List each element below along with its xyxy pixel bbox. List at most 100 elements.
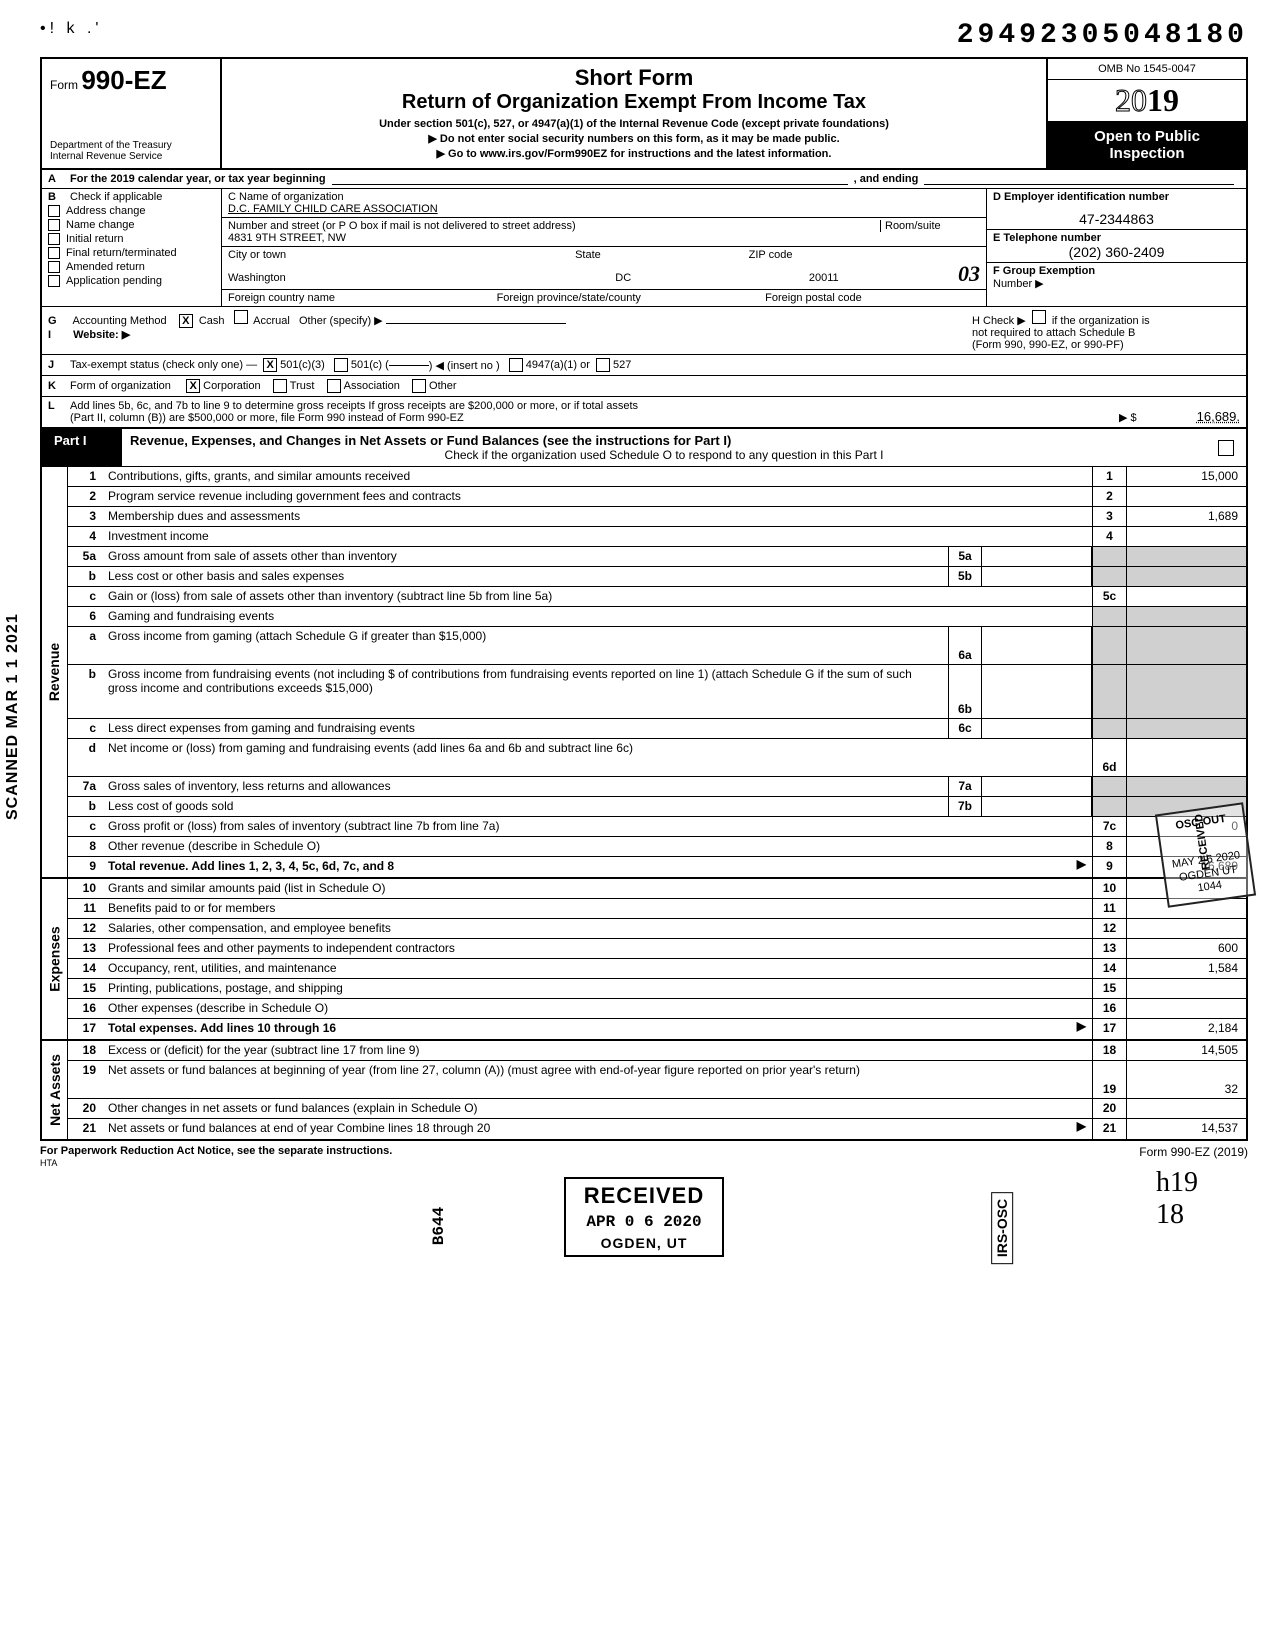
accrual-label: Accrual — [253, 315, 290, 327]
checkbox-other[interactable] — [412, 379, 426, 393]
h-text-3: (Form 990, 990-EZ, or 990-PF) — [972, 339, 1124, 351]
line-20: 20Other changes in net assets or fund ba… — [68, 1099, 1246, 1119]
checkbox-h[interactable] — [1032, 310, 1046, 324]
chk-initial-return[interactable]: Initial return — [48, 233, 215, 245]
chk-application-pending[interactable]: Application pending — [48, 275, 215, 287]
checkbox-527[interactable] — [596, 358, 610, 372]
chk-address-change[interactable]: Address change — [48, 205, 215, 217]
row-city: City or townStateZIP code WashingtonDC20… — [222, 247, 986, 290]
street-label: Number and street (or P O box if mail is… — [228, 220, 880, 232]
chk-final-return[interactable]: Final return/terminated — [48, 247, 215, 259]
line-6c: cLess direct expenses from gaming and fu… — [68, 719, 1246, 739]
received-stamp: RECEIVED APR 0 6 2020 OGDEN, UT — [564, 1177, 724, 1257]
line-4: 4Investment income4 — [68, 527, 1246, 547]
k-text: Form of organization — [70, 380, 171, 392]
line-6: 6Gaming and fundraising events — [68, 607, 1246, 627]
checkbox-501c3[interactable]: X — [263, 358, 277, 372]
line-3: 3Membership dues and assessments31,689 — [68, 507, 1246, 527]
b-right-col: D Employer identification number 47-2344… — [986, 189, 1246, 306]
hta: HTA — [40, 1158, 57, 1168]
line-8: 8Other revenue (describe in Schedule O)8 — [68, 837, 1246, 857]
l-text-1: Add lines 5b, 6c, and 7b to line 9 to de… — [70, 400, 638, 412]
year-suffix: 19 — [1147, 82, 1179, 118]
net-assets-section: Net Assets 18Excess or (deficit) for the… — [40, 1041, 1248, 1141]
l-arrow: ▶ $ — [1109, 411, 1197, 424]
row-l: L Add lines 5b, 6c, and 7b to line 9 to … — [40, 397, 1248, 429]
city-label: City or town — [228, 249, 575, 261]
chk-name-change[interactable]: Name change — [48, 219, 215, 231]
row-org-name: C Name of organization D.C. FAMILY CHILD… — [222, 189, 986, 218]
form-ref: Form 990-EZ (2019) — [1139, 1145, 1248, 1169]
header-middle: Short Form Return of Organization Exempt… — [222, 59, 1046, 168]
part-1-checkbox[interactable] — [1218, 440, 1234, 456]
checkbox-icon — [48, 247, 60, 259]
scanned-stamp: SCANNED MAR 1 1 2021 — [4, 613, 22, 820]
part-1-header: Part I Revenue, Expenses, and Changes in… — [40, 429, 1248, 467]
h-text-2: not required to attach Schedule B — [972, 327, 1135, 339]
checkbox-icon — [48, 219, 60, 231]
line-19: 19Net assets or fund balances at beginni… — [68, 1061, 1246, 1099]
received-date: APR 0 6 2020 — [584, 1213, 704, 1231]
line-2: 2Program service revenue including gover… — [68, 487, 1246, 507]
line-13: 13Professional fees and other payments t… — [68, 939, 1246, 959]
section-b: BCheck if applicable Address change Name… — [40, 189, 1248, 307]
expenses-lines: 10Grants and similar amounts paid (list … — [68, 879, 1246, 1039]
checkbox-501c[interactable] — [334, 358, 348, 372]
subtitle-3: ▶ Go to www.irs.gov/Form990EZ for instru… — [230, 147, 1038, 160]
subtitle-2: ▶ Do not enter social security numbers o… — [230, 132, 1038, 145]
checkbox-trust[interactable] — [273, 379, 287, 393]
chk-label: Application pending — [66, 275, 162, 287]
j-text: Tax-exempt status (check only one) — — [70, 359, 257, 371]
b-org-info: C Name of organization D.C. FAMILY CHILD… — [222, 189, 986, 306]
footer: For Paperwork Reduction Act Notice, see … — [40, 1145, 1248, 1169]
checkbox-4947[interactable] — [509, 358, 523, 372]
checkbox-assoc[interactable] — [327, 379, 341, 393]
insert-no-label: ) ◀ (insert no ) — [429, 359, 500, 372]
revenue-lines: 1Contributions, gifts, grants, and simil… — [68, 467, 1246, 877]
expenses-side-label: Expenses — [42, 879, 68, 1039]
hand-signature: h19 18 — [1156, 1167, 1198, 1231]
line-6b: bGross income from fundraising events (n… — [68, 665, 1246, 719]
501c-label: 501(c) ( — [351, 359, 389, 371]
b644-stamp: B644 — [430, 1207, 448, 1245]
foreign-prov-label: Foreign province/state/county — [497, 292, 766, 304]
row-k: K Form of organization X Corporation Tru… — [40, 376, 1248, 397]
omb-number: OMB No 1545-0047 — [1048, 59, 1246, 80]
org-name: D.C. FAMILY CHILD CARE ASSOCIATION — [228, 203, 980, 215]
checkbox-corp[interactable]: X — [186, 379, 200, 393]
line-5c: cGain or (loss) from sale of assets othe… — [68, 587, 1246, 607]
part-1-title-text: Revenue, Expenses, and Changes in Net As… — [130, 433, 731, 448]
chk-amended-return[interactable]: Amended return — [48, 261, 215, 273]
row-a: A For the 2019 calendar year, or tax yea… — [40, 170, 1248, 189]
line-14: 14Occupancy, rent, utilities, and mainte… — [68, 959, 1246, 979]
line-18: 18Excess or (deficit) for the year (subt… — [68, 1041, 1246, 1061]
cell-group-exempt: F Group Exemption Number ▶ — [987, 263, 1246, 306]
stamps-area: B644 RECEIVED APR 0 6 2020 OGDEN, UT IRS… — [40, 1177, 1248, 1257]
part-1-subtitle: Check if the organization used Schedule … — [130, 448, 1198, 462]
line-15: 15Printing, publications, postage, and s… — [68, 979, 1246, 999]
line-10: 10Grants and similar amounts paid (list … — [68, 879, 1246, 899]
website-label: Website: ▶ — [73, 329, 130, 341]
title-return: Return of Organization Exempt From Incom… — [230, 91, 1038, 114]
line-11: 11Benefits paid to or for members11 — [68, 899, 1246, 919]
header-left: Form 990-EZ Department of the Treasury I… — [42, 59, 222, 168]
accounting-method-label: Accounting Method — [72, 315, 166, 327]
cash-label: Cash — [199, 315, 225, 327]
state-label: State — [575, 249, 749, 261]
paperwork-notice: For Paperwork Reduction Act Notice, see … — [40, 1145, 392, 1157]
checkbox-cash[interactable]: X — [179, 314, 193, 328]
chk-label: Final return/terminated — [66, 247, 177, 259]
other-label: Other — [429, 380, 457, 392]
dln-number: 29492305048180 — [957, 20, 1248, 51]
checkbox-accrual[interactable] — [234, 310, 248, 324]
corp-label: Corporation — [203, 380, 260, 392]
open-line-1: Open to Public — [1054, 128, 1240, 145]
other-specify-blank — [386, 323, 566, 324]
ghi-right: H Check ▶ if the organization is not req… — [966, 307, 1246, 354]
open-line-2: Inspection — [1054, 145, 1240, 162]
trust-label: Trust — [290, 380, 315, 392]
row-a-text: For the 2019 calendar year, or tax year … — [70, 173, 326, 185]
state-value: DC — [615, 272, 809, 284]
line-7a: 7aGross sales of inventory, less returns… — [68, 777, 1246, 797]
line-16: 16Other expenses (describe in Schedule O… — [68, 999, 1246, 1019]
